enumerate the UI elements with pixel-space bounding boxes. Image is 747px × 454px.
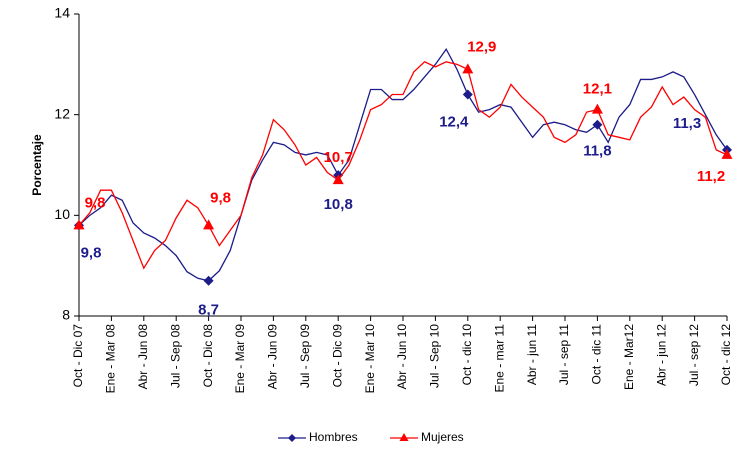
legend-marker [399, 433, 409, 441]
y-tick-label: 10 [54, 206, 70, 222]
y-axis-label: Porcentaje [30, 134, 44, 196]
x-tick-label: Abr - Jun 10 [395, 324, 409, 390]
series-line [78, 61, 728, 270]
series-line [78, 48, 728, 282]
legend-marker [288, 434, 296, 442]
data-label: 11,8 [583, 143, 611, 160]
data-label: 9,8 [210, 189, 231, 206]
x-tick-label: Oct - dic 12 [719, 324, 733, 386]
marker [203, 275, 214, 286]
x-tick-label: Oct - dic 11 [590, 324, 604, 385]
x-tick-label: Abr - jun 12 [654, 324, 668, 386]
data-label: 9,8 [81, 244, 102, 261]
y-tick-label: 8 [62, 307, 70, 323]
x-tick-label: Oct - Dic 07 [71, 324, 85, 388]
x-tick-label: Ene - Mar 08 [104, 324, 118, 394]
x-tick-label: Ene - Mar 10 [363, 324, 377, 394]
x-tick-label: Jul - Sep 09 [298, 324, 312, 388]
y-tick-label: 14 [54, 5, 70, 21]
data-label: 12,4 [439, 114, 469, 131]
x-tick-label: Abr - jun 11 [525, 324, 539, 385]
marker [462, 63, 474, 74]
x-tick-label: Jul - sep 12 [687, 324, 701, 386]
marker [73, 219, 85, 230]
x-tick-label: Oct - Dic 09 [330, 324, 344, 388]
x-tick-label: Ene - Mar12 [622, 324, 636, 390]
data-label: 8,7 [198, 302, 219, 319]
x-tick-label: Jul - Sep 08 [168, 324, 182, 388]
x-tick-label: Oct - Dic 08 [201, 324, 215, 388]
data-label: 12,9 [467, 38, 496, 55]
legend-label: Hombres [309, 430, 358, 444]
marker [721, 148, 733, 159]
y-tick-label: 12 [54, 105, 70, 121]
marker [332, 174, 344, 185]
data-label: 10,8 [324, 196, 353, 213]
data-label: 12,1 [583, 81, 612, 98]
x-tick-label: Ene - mar 11 [492, 324, 506, 393]
marker [203, 219, 215, 230]
x-tick-label: Abr - Jun 09 [266, 324, 280, 390]
x-tick-label: Jul - Sep 10 [428, 324, 442, 388]
data-label: 10,7 [324, 149, 353, 166]
marker [592, 119, 603, 130]
x-tick-label: Oct - dic 10 [460, 324, 474, 386]
data-label: 11,2 [697, 168, 725, 185]
data-label: 9,8 [85, 194, 106, 211]
x-tick-label: Jul - sep 11 [557, 324, 571, 385]
x-tick-label: Ene - Mar 09 [233, 324, 247, 394]
marker [462, 89, 473, 100]
marker [591, 103, 603, 114]
x-tick-label: Abr - Jun 08 [136, 324, 150, 390]
data-label: 11,3 [673, 115, 701, 132]
legend-label: Mujeres [421, 430, 464, 444]
